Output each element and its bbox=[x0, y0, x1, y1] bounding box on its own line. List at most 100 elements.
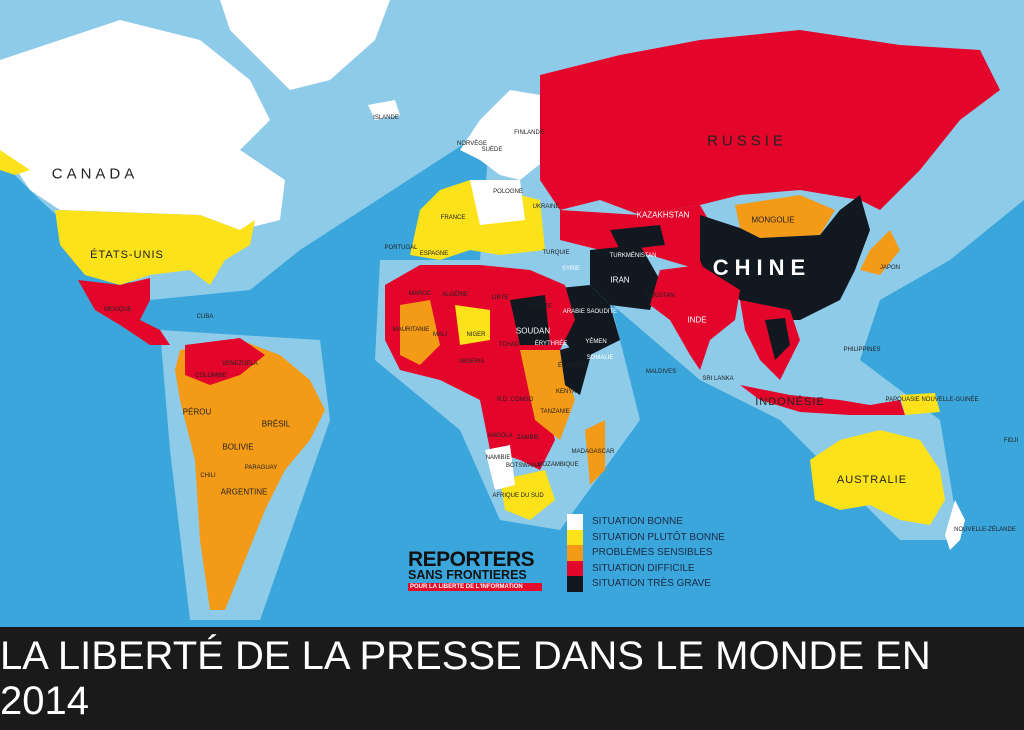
label-mauritanie: MAURITANIE bbox=[392, 327, 430, 333]
label-rdcongo: R.D. CONGO bbox=[496, 397, 534, 403]
label-canada: CANADA bbox=[51, 165, 139, 183]
usa bbox=[0, 150, 255, 285]
legend-item: PROBLÈMES SENSIBLES bbox=[567, 545, 725, 561]
label-inde: INDE bbox=[687, 315, 707, 325]
label-fidji: FIDJI bbox=[1003, 438, 1019, 444]
label-mexique: MEXIQUE bbox=[104, 307, 132, 313]
label-ethiopie: ÉTHIOPIE bbox=[557, 363, 587, 369]
africa-black bbox=[510, 295, 595, 395]
nordics bbox=[368, 90, 545, 225]
africa-orange bbox=[400, 300, 605, 485]
label-turkmenistan: TURKMÉNISTAN bbox=[609, 253, 657, 259]
legend-item: SITUATION TRÈS GRAVE bbox=[567, 576, 725, 592]
label-cuba: CUBA bbox=[196, 314, 214, 320]
label-australie: AUSTRALIE bbox=[836, 474, 908, 486]
label-tchad: TCHAD bbox=[498, 342, 520, 348]
label-niger: NIGER bbox=[466, 332, 486, 338]
south-america-red bbox=[185, 338, 265, 385]
label-ukraine: UKRAINE bbox=[532, 204, 560, 210]
south-america bbox=[175, 340, 325, 610]
legend-label: SITUATION PLUTÔT BONNE bbox=[592, 531, 725, 543]
label-yemen: YÉMEN bbox=[585, 339, 607, 345]
legend-label: SITUATION DIFFICILE bbox=[592, 562, 695, 574]
legend-label: SITUATION BONNE bbox=[592, 516, 683, 528]
australia bbox=[810, 430, 945, 525]
legend-item: SITUATION PLUTÔT BONNE bbox=[567, 529, 725, 545]
label-srilanka: SRI LANKA bbox=[702, 376, 734, 382]
label-chili: CHILI bbox=[200, 473, 216, 479]
label-madagascar: MADAGASCAR bbox=[571, 449, 615, 455]
label-venezuela: VENEZUELA bbox=[222, 361, 258, 367]
label-russie: RUSSIE bbox=[707, 132, 787, 150]
label-syrie: SYRIE bbox=[561, 266, 581, 272]
label-mongolie: MONGOLIE bbox=[751, 215, 795, 225]
label-erythree: ÉRYTHRÉE bbox=[534, 341, 568, 347]
legend-label: PROBLÈMES SENSIBLES bbox=[592, 547, 713, 559]
canada bbox=[0, 20, 285, 230]
logo-line1: REPORTERS bbox=[408, 548, 535, 571]
label-maroc: MAROC bbox=[408, 291, 432, 297]
label-libye: LIBYE bbox=[491, 295, 509, 301]
label-indonesie: INDONÉSIE bbox=[755, 396, 825, 408]
title-banner: LA LIBERTÉ DE LA PRESSE DANS LE MONDE EN… bbox=[0, 627, 1024, 730]
new-zealand bbox=[945, 500, 965, 550]
label-kazakhstan: KAZAKHSTAN bbox=[636, 210, 690, 220]
label-usa: ÉTATS-UNIS bbox=[90, 249, 164, 261]
label-japon: JAPON bbox=[879, 265, 901, 271]
africa-white bbox=[485, 445, 515, 490]
label-pakistan: PAKISTAN bbox=[645, 293, 675, 299]
legend-swatch bbox=[567, 514, 583, 530]
label-algerie: ALGÉRIE bbox=[441, 292, 469, 298]
indonesia bbox=[740, 385, 905, 415]
label-tanzanie: TANZANIE bbox=[540, 409, 570, 415]
label-arabie: ARABIE SAOUDITE bbox=[562, 309, 618, 315]
label-pologne: POLOGNE bbox=[493, 189, 523, 195]
label-maldives: MALDIVES bbox=[645, 369, 677, 375]
mexico-central-america bbox=[78, 278, 170, 345]
label-nigeria: NIGERIA bbox=[459, 359, 485, 365]
label-papouasie: PAPOUASIE NOUVELLE-GUINÉE bbox=[885, 397, 979, 403]
india bbox=[650, 265, 740, 370]
legend-swatch bbox=[567, 560, 583, 576]
label-norvege: NORVÈGE bbox=[457, 141, 487, 147]
china bbox=[700, 195, 870, 320]
label-bolivie: BOLIVIE bbox=[222, 442, 254, 452]
label-kenya: KENYA bbox=[556, 389, 576, 395]
label-namibie: NAMIBIE bbox=[485, 455, 511, 461]
label-colombie: COLOMBIE bbox=[195, 373, 227, 379]
label-suede: SUÈDE bbox=[481, 147, 503, 153]
greenland bbox=[220, 0, 390, 90]
label-somalie: SOMALIE bbox=[586, 355, 614, 361]
label-argentine: ARGENTINE bbox=[220, 487, 268, 497]
label-chine: CHINE bbox=[712, 255, 812, 280]
rsf-logo: REPORTERS SANS FRONTIERES POUR LA LIBERT… bbox=[408, 548, 542, 591]
legend-swatch bbox=[567, 529, 583, 545]
label-mali: MALI bbox=[432, 332, 448, 338]
label-turquie: TURQUIE bbox=[542, 250, 570, 256]
se-asia-black bbox=[765, 318, 790, 360]
label-philippines: PHILIPPINES bbox=[843, 347, 881, 353]
legend-swatch bbox=[567, 545, 583, 561]
label-nzelande: NOUVELLE-ZÉLANDE bbox=[954, 527, 1016, 533]
label-france: FRANCE bbox=[440, 215, 466, 221]
page-title: LA LIBERTÉ DE LA PRESSE DANS LE MONDE EN… bbox=[0, 633, 931, 723]
russia bbox=[540, 30, 1000, 215]
japan bbox=[860, 230, 900, 275]
logo-tagline: POUR LA LIBERTE DE L'INFORMATION bbox=[408, 583, 542, 591]
mongolia bbox=[735, 195, 835, 238]
label-botswana: BOTSWANA bbox=[505, 463, 541, 469]
world-map bbox=[0, 0, 1024, 620]
legend-label: SITUATION TRÈS GRAVE bbox=[592, 578, 711, 590]
label-mozambique: MOZAMBIQUE bbox=[537, 462, 579, 468]
legend: SITUATION BONNE SITUATION PLUTÔT BONNE P… bbox=[567, 514, 725, 592]
label-bresil: BRÉSIL bbox=[261, 419, 291, 429]
label-finlande: FINLANDE bbox=[514, 130, 544, 136]
label-iran: IRAN bbox=[610, 275, 630, 285]
legend-item: SITUATION BONNE bbox=[567, 514, 725, 530]
label-portugal: PORTUGAL bbox=[384, 245, 418, 251]
label-angola: ANGOLA bbox=[487, 433, 513, 439]
label-soudan: SOUDAN bbox=[515, 326, 551, 336]
logo-line2: SANS FRONTIERES bbox=[408, 568, 527, 582]
label-espagne: ESPAGNE bbox=[419, 251, 449, 257]
legend-item: SITUATION DIFFICILE bbox=[567, 560, 725, 576]
